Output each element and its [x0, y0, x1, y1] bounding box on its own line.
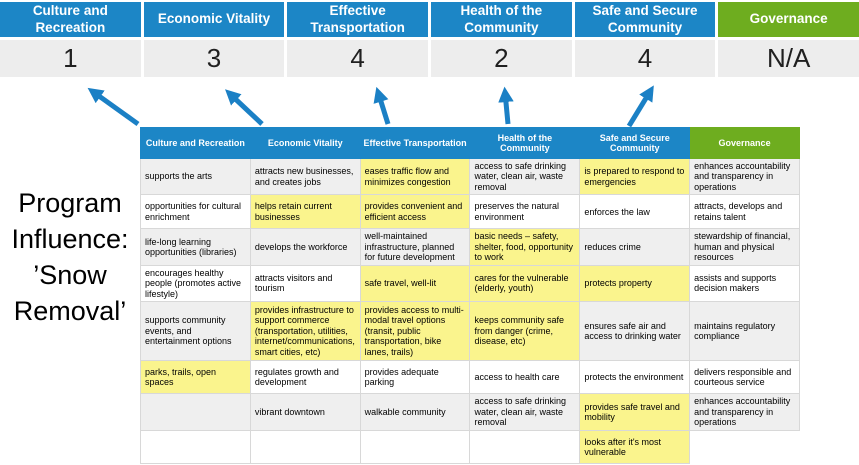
arrow-health-of-the-community-icon — [498, 86, 514, 125]
matrix-header-economic-vitality: Economic Vitality — [249, 127, 361, 159]
matrix-header-effective-transportation: Effective Transportation — [359, 127, 471, 159]
arrow-safe-and-secure-community-icon — [626, 85, 654, 128]
matrix-cell-r2-c4: preserves the natural environment — [469, 194, 581, 230]
priority-header-health-of-the-community: Health of the Community — [431, 2, 572, 37]
matrix-cell-r8-c2 — [249, 429, 361, 464]
matrix-cell-r7-c3: walkable community — [359, 392, 471, 431]
matrix-cell-r8-c5: looks after it's most vulnerable — [579, 429, 691, 464]
matrix-header-health-of-the-community: Health of the Community — [469, 127, 581, 159]
matrix-cell-r3-c6: stewardship of financial, human and phys… — [689, 228, 800, 266]
matrix-row-7: vibrant downtown walkable community access… — [140, 392, 800, 431]
matrix-cell-r2-c1: opportunities for cultural enrichment — [140, 194, 251, 230]
matrix-cell-r3-c3: well-maintained infrastructure, planned … — [359, 228, 471, 266]
influence-matrix: Culture and Recreation Economic Vitality E… — [140, 127, 800, 464]
matrix-cell-r6-c1: parks, trails, open spaces — [140, 359, 251, 394]
matrix-cell-r1-c5: is prepared to respond to emergencies — [579, 157, 691, 196]
matrix-cell-r3-c1: life-long learning opportunities (librar… — [140, 228, 251, 266]
matrix-cell-r3-c2: develops the workforce — [249, 228, 361, 266]
matrix-cell-r5-c6: maintains regulatory compliance — [689, 300, 800, 361]
matrix-cell-r1-c4: access to safe drinking water, clean air… — [469, 157, 581, 196]
matrix-cell-r5-c4: keeps community safe from danger (crime,… — [469, 300, 581, 361]
matrix-cell-r4-c5: protects property — [579, 264, 691, 302]
matrix-cell-r7-c6: enhances accountability and transparency… — [689, 392, 800, 431]
matrix-cell-r1-c6: enhances accountability and transparency… — [689, 157, 800, 196]
priority-score-safe-and-secure-community: 4 — [574, 40, 716, 77]
matrix-cell-r3-c4: basic needs – safety, shelter, food, opp… — [469, 228, 581, 266]
matrix-cell-r4-c1: encourages healthy people (promotes acti… — [140, 264, 251, 302]
matrix-cell-r7-c2: vibrant downtown — [249, 392, 361, 431]
matrix-cell-r2-c3: provides convenient and efficient access — [359, 194, 471, 230]
priority-header-effective-transportation: Effective Transportation — [287, 2, 428, 37]
matrix-row-4: encourages healthy people (promotes acti… — [140, 264, 800, 302]
matrix-cell-r5-c1: supports community events, and entertain… — [140, 300, 251, 361]
matrix-row-8: looks after it's most vulnerable — [140, 429, 800, 464]
program-title-line: Influence: — [11, 223, 129, 254]
matrix-row-2: opportunities for cultural enrichment hel… — [140, 194, 800, 230]
priority-score-governance: N/A — [718, 40, 859, 77]
priority-score-culture-and-recreation: 1 — [0, 40, 141, 77]
matrix-cell-r6-c2: regulates growth and development — [249, 359, 361, 394]
matrix-cell-r2-c6: attracts, develops and retains talent — [689, 194, 800, 230]
matrix-cell-r4-c6: assists and supports decision makers — [689, 264, 800, 302]
program-influence-title: Program Influence: ’Snow Removal’ — [0, 186, 140, 330]
matrix-header-governance: Governance — [689, 127, 800, 159]
matrix-cell-r6-c6: delivers responsible and courteous servi… — [689, 359, 800, 394]
matrix-row-3: life-long learning opportunities (librar… — [140, 228, 800, 266]
program-title-line: ’Snow — [33, 259, 107, 290]
matrix-header-safe-and-secure-community: Safe and Secure Community — [579, 127, 691, 159]
matrix-header-row: Culture and Recreation Economic Vitality E… — [140, 127, 800, 159]
matrix-cell-r1-c1: supports the arts — [140, 157, 251, 196]
matrix-cell-r3-c5: reduces crime — [579, 228, 691, 266]
priority-score-effective-transportation: 4 — [287, 40, 428, 77]
matrix-cell-r1-c3: eases traffic flow and minimizes congest… — [359, 157, 471, 196]
priority-header-safe-and-secure-community: Safe and Secure Community — [574, 2, 716, 37]
matrix-cell-r4-c3: safe travel, well-lit — [359, 264, 471, 302]
priority-score-health-of-the-community: 2 — [431, 40, 572, 77]
matrix-cell-r7-c5: provides safe travel and mobility — [579, 392, 691, 431]
matrix-header-culture-and-recreation: Culture and Recreation — [140, 127, 251, 159]
matrix-row-1: supports the arts attracts new businesses… — [140, 157, 800, 196]
matrix-cell-r8-c3 — [359, 429, 471, 464]
matrix-cell-r5-c5: ensures safe air and access to drinking … — [579, 300, 691, 361]
priority-header-governance: Governance — [718, 2, 859, 37]
matrix-row-5: supports community events, and entertain… — [140, 300, 800, 361]
influence-matrix-head: Culture and Recreation Economic Vitality E… — [140, 127, 800, 159]
matrix-cell-r8-c1 — [140, 429, 251, 464]
matrix-cell-r6-c4: access to health care — [469, 359, 581, 394]
priority-header-culture-and-recreation: Culture and Recreation — [0, 2, 141, 37]
matrix-cell-r4-c2: attracts visitors and tourism — [249, 264, 361, 302]
matrix-cell-r6-c3: provides adequate parking — [359, 359, 471, 394]
matrix-cell-r7-c1 — [140, 392, 251, 431]
arrow-culture-and-recreation-icon — [87, 87, 140, 127]
priority-scoreboard: Culture and Recreation Economic Vitality… — [0, 2, 859, 77]
matrix-cell-r7-c4: access to safe drinking water, clean air… — [469, 392, 581, 431]
matrix-cell-r5-c3: provides access to multi-modal travel op… — [359, 300, 471, 361]
program-title-line: Program — [18, 188, 122, 218]
matrix-cell-r2-c2: helps retain current businesses — [249, 194, 361, 230]
priority-score-economic-vitality: 3 — [143, 40, 285, 77]
matrix-cell-r2-c5: enforces the law — [579, 194, 691, 230]
matrix-cell-r4-c4: cares for the vulnerable (elderly, youth… — [469, 264, 581, 302]
arrow-economic-vitality-icon — [225, 89, 264, 126]
matrix-cell-r8-c6 — [689, 430, 800, 464]
arrow-effective-transportation-icon — [373, 86, 391, 125]
priority-header-economic-vitality: Economic Vitality — [143, 2, 285, 37]
matrix-cell-r6-c5: protects the environment — [579, 359, 691, 394]
matrix-cell-r5-c2: provides infrastructure to support comme… — [249, 300, 361, 361]
program-title-line: Removal’ — [13, 295, 127, 326]
matrix-row-6: parks, trails, open spaces regulates grow… — [140, 359, 800, 394]
influence-matrix-body: supports the arts attracts new businesses… — [140, 157, 800, 464]
matrix-cell-r1-c2: attracts new businesses, and creates job… — [249, 157, 361, 196]
matrix-cell-r8-c4 — [469, 429, 581, 464]
